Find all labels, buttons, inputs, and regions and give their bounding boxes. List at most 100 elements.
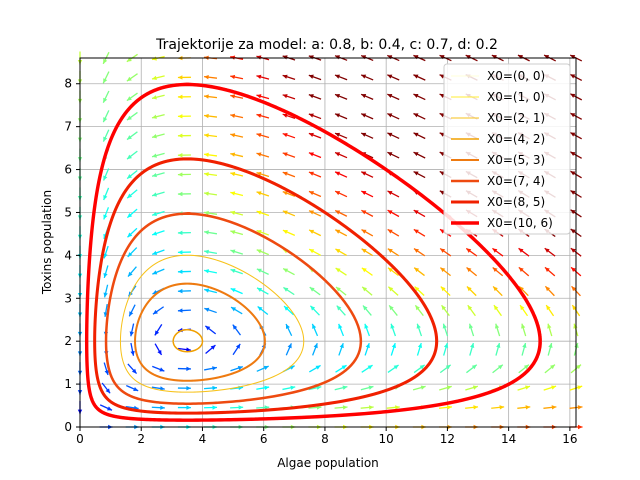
field-arrow <box>364 323 371 337</box>
field-arrow <box>388 304 398 316</box>
field-arrow <box>308 152 322 159</box>
field-arrow <box>492 285 503 297</box>
field-arrow <box>127 363 138 375</box>
field-arrow <box>282 152 296 158</box>
field-arrow <box>152 268 165 275</box>
field-arrow <box>177 347 191 352</box>
field-arrow <box>416 342 423 356</box>
field-arrow <box>361 248 374 257</box>
field-arrow <box>102 90 110 103</box>
field-arrow <box>151 152 165 158</box>
field-arrow <box>282 171 296 178</box>
field-arrow <box>443 342 449 356</box>
field-arrow <box>492 266 504 277</box>
field-arrow <box>334 74 348 81</box>
field-arrow <box>439 385 452 391</box>
field-arrow <box>151 386 165 391</box>
field-arrow <box>387 286 399 296</box>
field-arrow <box>387 248 400 257</box>
x-tick-label: 8 <box>321 432 329 446</box>
field-arrow <box>413 228 426 237</box>
field-arrow <box>387 209 400 218</box>
field-arrow <box>361 267 373 276</box>
field-arrow <box>360 93 374 100</box>
field-arrow <box>103 245 109 259</box>
field-arrow <box>283 305 295 316</box>
field-arrow <box>413 112 426 120</box>
field-arrow <box>387 74 400 81</box>
field-arrow <box>387 190 400 198</box>
field-arrow <box>413 209 426 218</box>
field-arrow <box>126 169 138 180</box>
field-arrow <box>360 74 374 81</box>
field-arrow <box>335 229 348 237</box>
field-arrow <box>230 405 244 410</box>
field-arrow <box>494 323 501 337</box>
field-arrow <box>203 152 218 158</box>
field-arrow <box>151 405 165 410</box>
field-arrow <box>99 404 113 411</box>
field-arrow <box>203 172 218 177</box>
x-axis-label: Algae population <box>277 456 379 470</box>
field-arrow <box>204 307 217 314</box>
field-arrow <box>334 190 348 198</box>
field-arrow <box>360 385 374 391</box>
field-arrow <box>282 267 295 276</box>
trajectory-line <box>134 282 266 382</box>
field-arrow <box>360 405 374 410</box>
field-arrow <box>232 324 242 336</box>
field-arrow <box>256 94 270 100</box>
legend-label: X0=(0, 0) <box>487 69 545 83</box>
field-arrow <box>441 304 450 317</box>
field-arrow <box>285 323 293 337</box>
chart-title: Trajektorije za model: a: 0.8, b: 0.4, c… <box>155 37 498 53</box>
field-arrow <box>177 191 191 197</box>
x-tick-label: 2 <box>137 432 145 446</box>
field-arrow <box>230 133 244 138</box>
field-arrow <box>102 110 110 123</box>
field-arrow <box>465 247 478 257</box>
legend-label: X0=(2, 1) <box>487 111 545 125</box>
field-arrow <box>521 342 527 356</box>
field-arrow <box>128 304 136 317</box>
field-arrow <box>438 405 453 410</box>
field-arrow <box>126 189 138 199</box>
field-arrow <box>204 325 217 335</box>
field-arrow <box>282 94 296 100</box>
field-arrow <box>203 133 218 138</box>
y-tick-label: 2 <box>64 334 72 348</box>
field-arrow <box>521 323 527 337</box>
field-arrow <box>126 92 138 102</box>
field-arrow <box>387 364 399 373</box>
field-arrow <box>282 74 296 81</box>
legend: X0=(0, 0) X0=(1, 0) X0=(2, 1) X0=(4, 2) X0=(… <box>443 63 571 235</box>
legend-label: X0=(4, 2) <box>487 132 545 146</box>
field-arrow <box>335 248 348 257</box>
field-arrow <box>256 191 270 197</box>
field-arrow <box>177 269 191 274</box>
y-tick-label: 3 <box>64 291 72 305</box>
field-arrow <box>547 342 553 356</box>
field-arrow <box>495 342 501 356</box>
field-arrow <box>308 113 322 120</box>
field-arrow <box>361 171 374 178</box>
y-tick-label: 0 <box>64 420 72 434</box>
field-arrow <box>203 113 218 119</box>
field-arrow <box>102 168 110 181</box>
field-arrow <box>256 113 270 119</box>
field-arrow <box>387 93 400 101</box>
y-axis-ticks: 0 1 2 3 4 5 6 7 8 <box>64 77 80 434</box>
x-tick-label: 10 <box>379 432 394 446</box>
field-arrow <box>256 74 270 80</box>
field-arrow <box>387 132 400 140</box>
field-arrow <box>282 210 296 217</box>
field-arrow <box>386 405 400 410</box>
field-arrow <box>151 172 165 178</box>
field-arrow <box>282 132 296 139</box>
field-arrow <box>390 323 397 337</box>
field-arrow <box>101 382 111 394</box>
field-arrow <box>518 247 530 257</box>
trajectory-line <box>104 212 363 405</box>
field-arrow <box>308 385 322 391</box>
field-arrow <box>413 93 426 101</box>
